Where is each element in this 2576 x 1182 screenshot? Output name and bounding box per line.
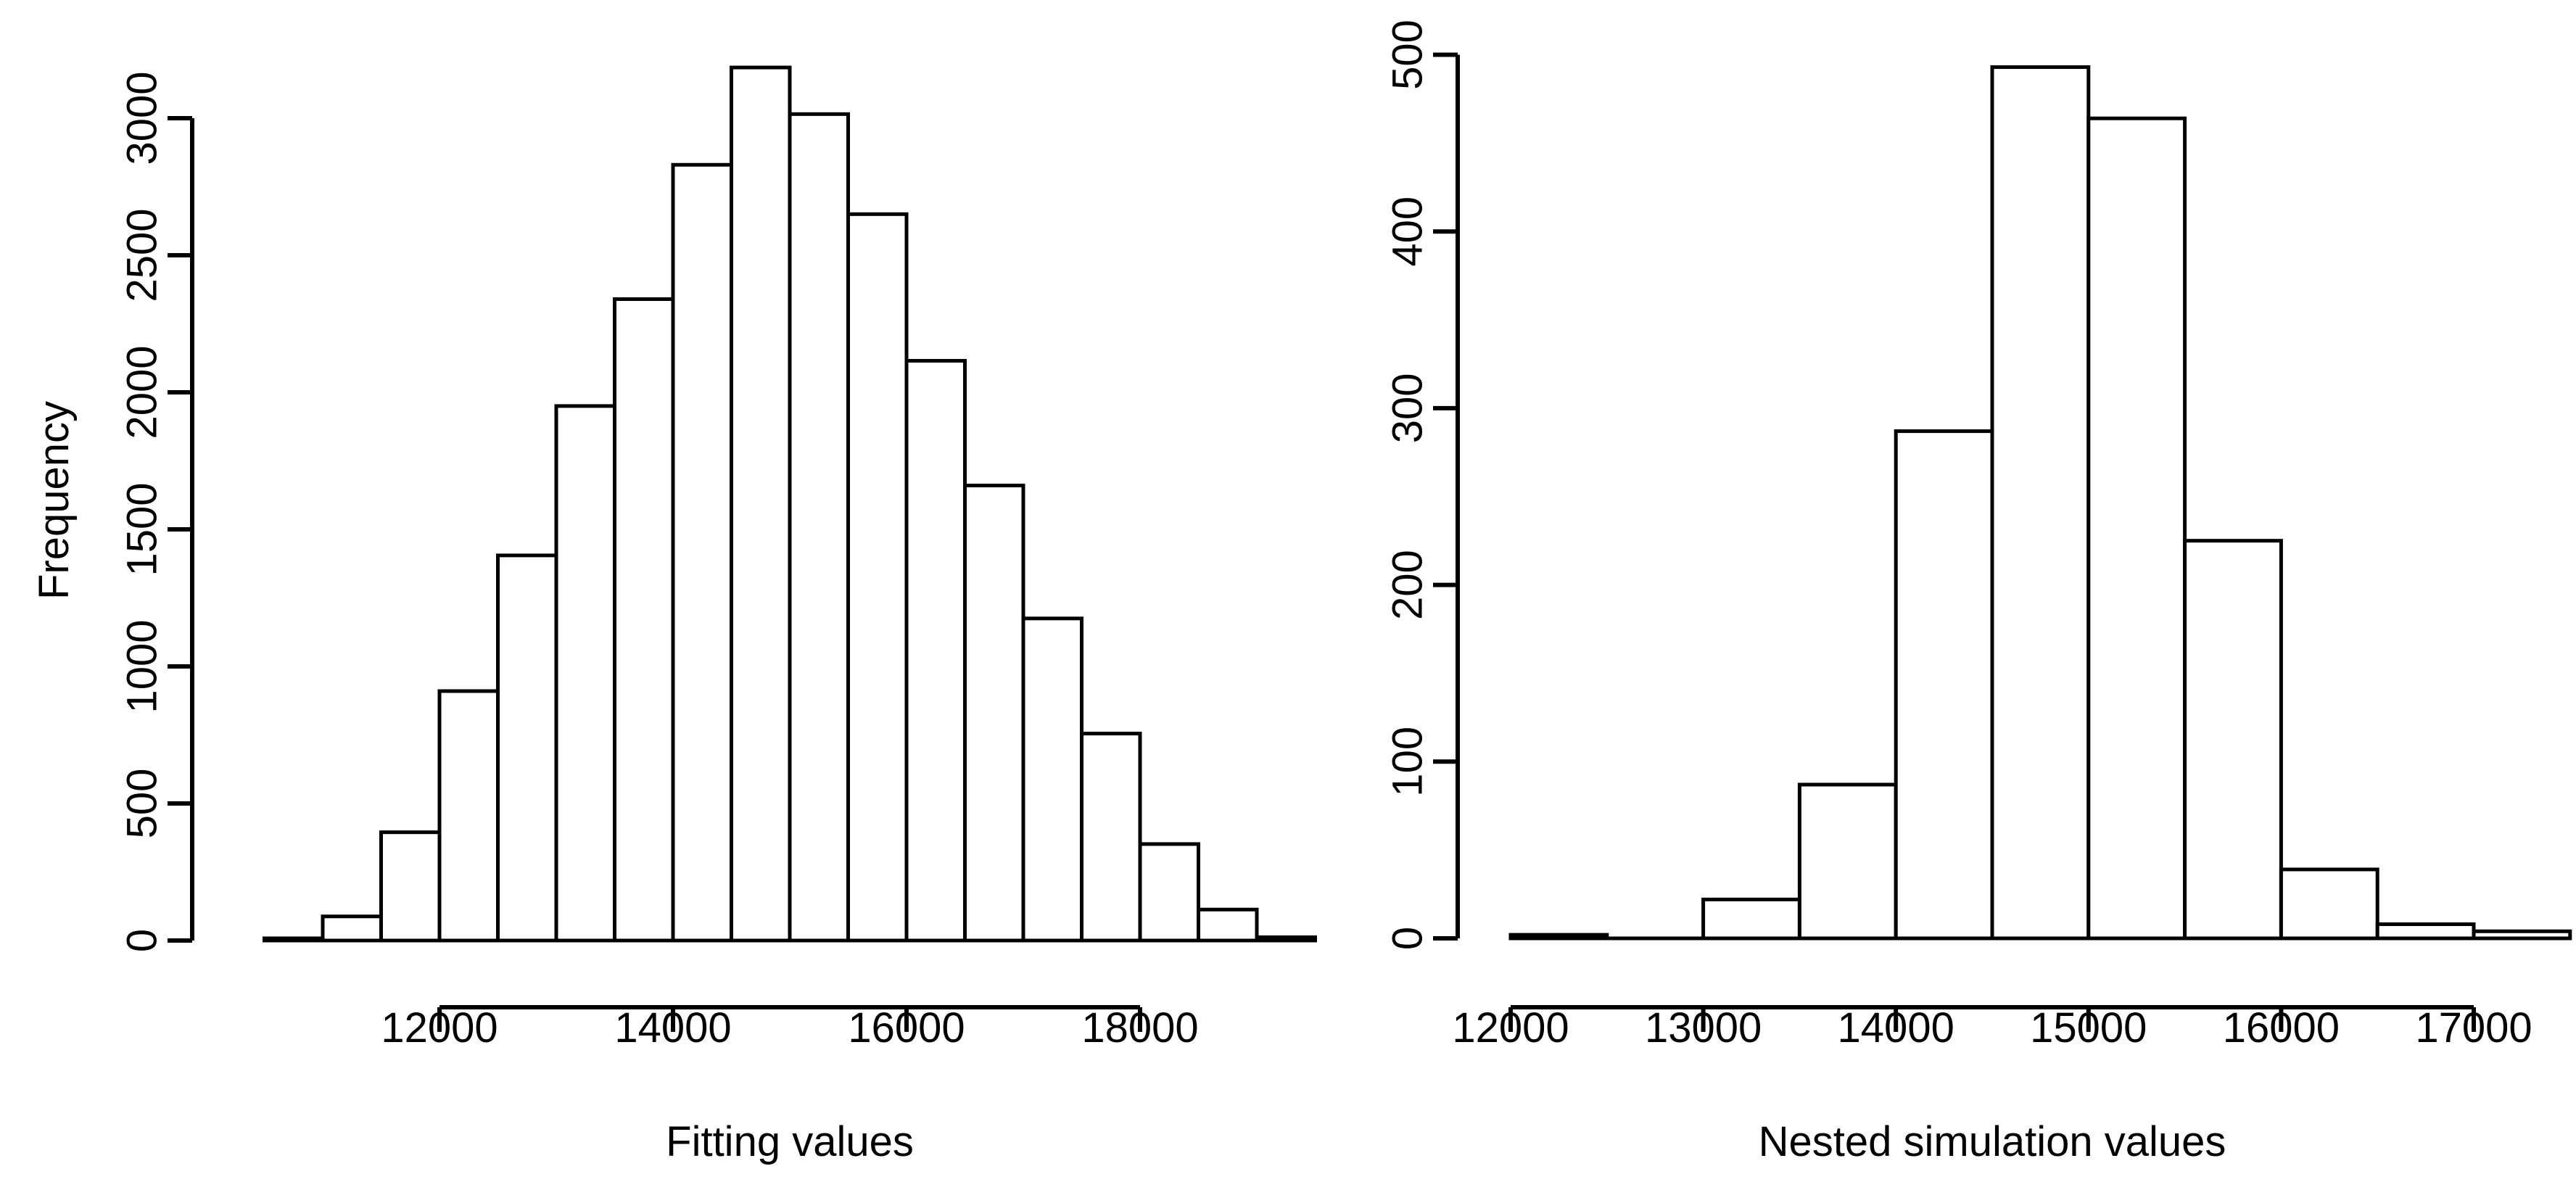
- histogram-bar: [1701, 897, 1801, 941]
- histogram-bar: [2279, 867, 2379, 941]
- histogram-bar: [1138, 842, 1200, 943]
- histogram-bar: [1255, 935, 1317, 943]
- y-tick-label: 0: [119, 929, 166, 952]
- histogram-bar: [904, 359, 967, 943]
- y-tick-label: 500: [1384, 20, 1432, 90]
- x-tick-label: 14000: [614, 1004, 731, 1051]
- histogram-bar: [2183, 539, 2283, 941]
- histogram-bar: [613, 297, 675, 943]
- histogram-bar: [2472, 929, 2572, 941]
- x-tick-label: 13000: [1645, 1004, 1762, 1051]
- histogram-bar: [2375, 922, 2476, 941]
- histogram-bar: [1894, 429, 1994, 941]
- x-tick-label: 12000: [1452, 1004, 1569, 1051]
- x-tick-label: 15000: [2030, 1004, 2147, 1051]
- x-tick-label: 18000: [1081, 1004, 1198, 1051]
- histogram-bar: [1197, 907, 1259, 943]
- y-tick-label: 3000: [119, 71, 166, 165]
- histogram-bar: [554, 404, 616, 943]
- y-tick-label: 300: [1384, 373, 1432, 444]
- histogram-bar: [788, 112, 850, 943]
- x-tick-label: 12000: [381, 1004, 498, 1051]
- right-x-axis-title: Nested simulation values: [1758, 1118, 2226, 1165]
- left-x-axis-title: Fitting values: [666, 1118, 914, 1165]
- y-tick-label: 400: [1384, 197, 1432, 267]
- histogram-bar: [730, 65, 792, 943]
- histogram-bar: [379, 830, 442, 943]
- y-tick-label: 100: [1384, 727, 1432, 797]
- y-tick-label: 200: [1384, 550, 1432, 620]
- y-tick-label: 0: [1384, 927, 1432, 950]
- x-tick-label: 14000: [1838, 1004, 1954, 1051]
- y-tick-label: 1500: [119, 482, 166, 576]
- x-tick-label: 16000: [2223, 1004, 2340, 1051]
- histogram-bar: [437, 689, 500, 943]
- left-y-axis-title: Frequency: [30, 400, 78, 600]
- histogram-bar: [1990, 65, 2091, 941]
- y-tick-label: 2500: [119, 208, 166, 302]
- histogram-bar: [2086, 116, 2187, 941]
- x-tick-label: 16000: [848, 1004, 965, 1051]
- y-tick-label: 500: [119, 769, 166, 839]
- histogram-bar: [1508, 933, 1609, 941]
- histogram-bar: [846, 212, 909, 943]
- histogram-bar: [963, 484, 1025, 943]
- y-tick-label: 2000: [119, 345, 166, 439]
- histogram-bar: [1080, 732, 1142, 943]
- histogram-bar: [1797, 782, 1898, 941]
- y-tick-label: 1000: [119, 619, 166, 713]
- x-tick-label: 17000: [2415, 1004, 2532, 1051]
